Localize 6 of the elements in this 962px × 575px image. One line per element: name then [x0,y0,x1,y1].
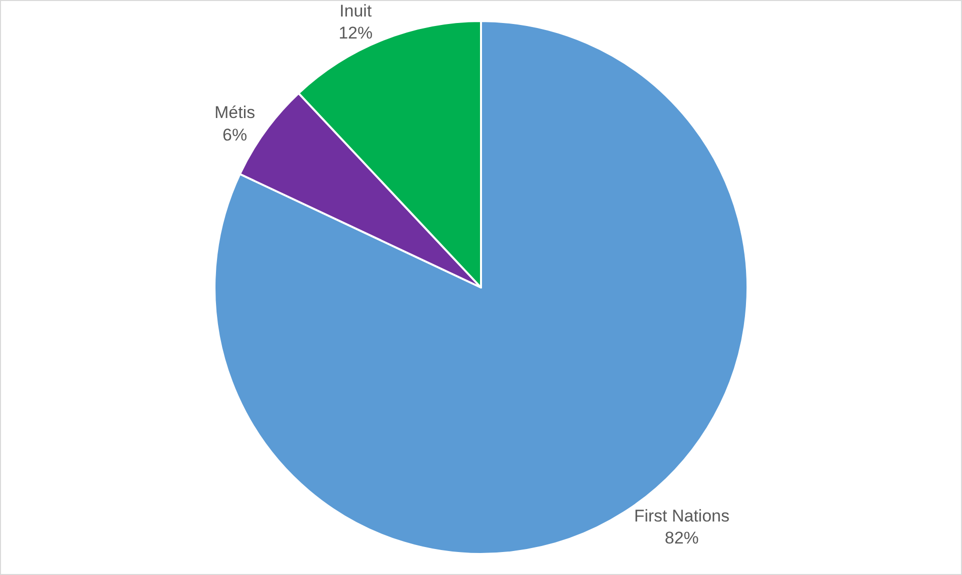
slice-label: First Nations [634,506,730,526]
slice-label: Inuit [340,1,372,20]
data-label: 82% [664,528,699,548]
data-label: 6% [222,125,248,144]
slice-label: Métis [214,103,256,122]
data-label: 12% [338,24,373,42]
